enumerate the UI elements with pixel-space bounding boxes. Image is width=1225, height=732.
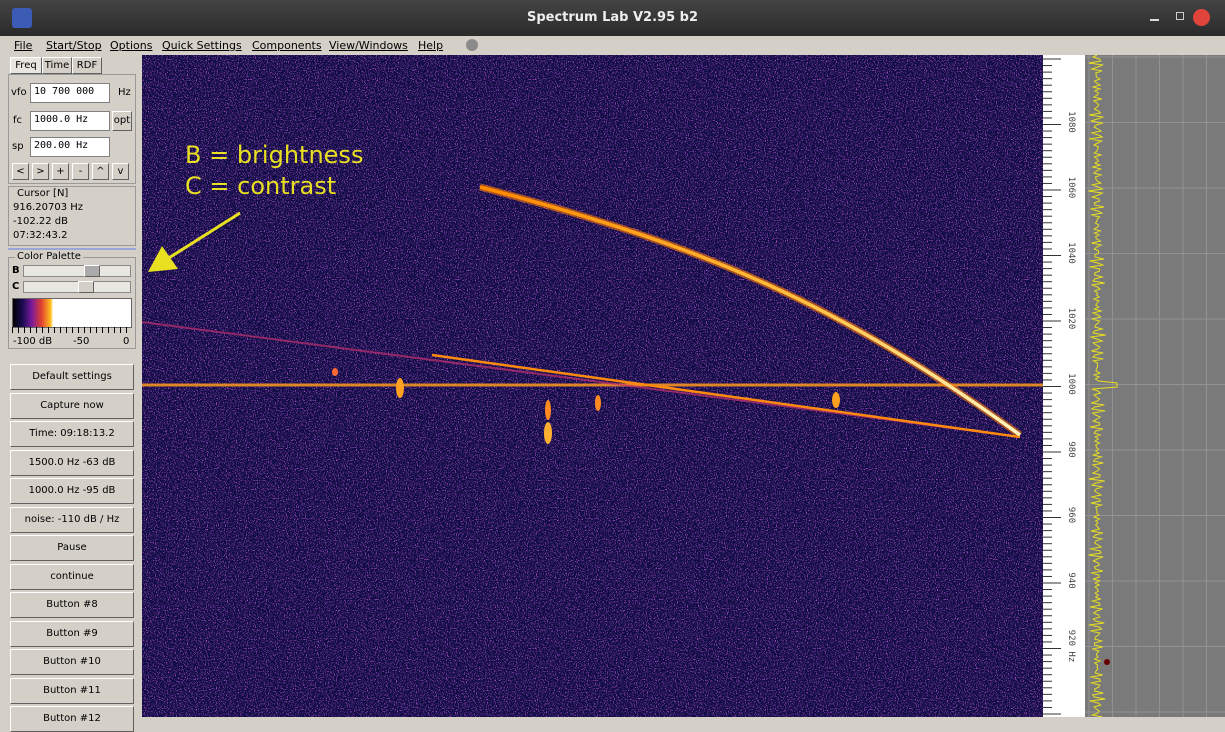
nav-button[interactable]: > [32, 163, 49, 180]
cursor-line: -102.22 dB [13, 216, 68, 227]
scale-label: 1040 [1066, 242, 1076, 264]
tab[interactable]: RDF [72, 57, 102, 74]
waterfall: B = brightness C = contrast [142, 55, 1043, 717]
unit: Hz [118, 87, 131, 98]
palette-scale-label: 0 [123, 336, 129, 347]
palette-title: Color Palette [15, 251, 83, 262]
menu-item[interactable]: Components [252, 39, 322, 52]
menu-item[interactable]: Options [110, 39, 152, 52]
cursor-title: Cursor [N] [17, 188, 68, 199]
nav-button[interactable]: v [112, 163, 129, 180]
button[interactable]: Button #12 [10, 706, 134, 732]
nav-button[interactable]: < [12, 163, 29, 180]
blob [396, 378, 404, 398]
window-title: Spectrum Lab V2.95 b2 [0, 10, 1225, 25]
marker [1104, 659, 1110, 665]
annotation: B = brightness [185, 141, 363, 169]
button[interactable]: Button #10 [10, 649, 134, 675]
slider-track[interactable] [23, 281, 131, 293]
button[interactable]: 1500.0 Hz -63 dB [10, 450, 134, 476]
nav-button[interactable]: ^ [92, 163, 109, 180]
spectrum-view [1085, 55, 1225, 717]
annotation: C = contrast [185, 172, 336, 200]
frequency-scale: 1080 1060 1040 1020 1000 980 960 940 920 Hz [1043, 55, 1085, 717]
menu-item[interactable]: Quick Settings [162, 39, 242, 52]
blob [545, 400, 551, 420]
menu-bar: File Start/Stop Options Quick Settings Compo… [0, 36, 1225, 55]
opt-button[interactable]: opt [112, 111, 132, 131]
button[interactable]: Button #11 [10, 678, 134, 704]
scale-label: 960 [1066, 507, 1076, 523]
minimize[interactable] [1150, 13, 1159, 21]
blob [595, 395, 601, 411]
scale-label: 1000 [1066, 373, 1076, 395]
close[interactable] [1193, 9, 1210, 26]
tab[interactable]: Freq [10, 57, 42, 74]
button[interactable]: 1000.0 Hz -95 dB [10, 478, 134, 504]
page: Spectrum Lab V2.95 b2 File Start/Stop Opti… [0, 0, 1225, 717]
scale-label: 1080 [1066, 111, 1076, 133]
slider-label: C [12, 281, 19, 292]
slider-thumb[interactable] [84, 265, 100, 277]
status-dot [466, 39, 478, 51]
menu-item[interactable]: Help [418, 39, 443, 52]
scale-label: 980 [1066, 441, 1076, 457]
button[interactable]: continue [10, 564, 134, 590]
menu-item[interactable]: View/Windows [329, 39, 408, 52]
scale-label: 1060 [1066, 177, 1076, 199]
tab[interactable]: Time [42, 57, 72, 74]
palette-bar [12, 298, 132, 328]
cursor-line: 07:32:43.2 [13, 230, 67, 241]
menu-item[interactable]: File [14, 39, 32, 52]
nav-button[interactable]: - [72, 163, 89, 180]
cursor-line: 916.20703 Hz [13, 202, 83, 213]
slider-label: B [12, 265, 20, 276]
button[interactable]: Default settings [10, 364, 134, 390]
separator [8, 248, 136, 250]
slider-thumb[interactable] [78, 281, 94, 293]
spectrum-bg [1085, 55, 1225, 717]
field-label: vfo [11, 87, 27, 98]
blob [332, 368, 338, 376]
field-label: sp [12, 141, 24, 152]
maximize[interactable] [1176, 12, 1184, 20]
button[interactable]: Button #9 [10, 621, 134, 647]
button[interactable]: noise: -110 dB / Hz [10, 507, 134, 533]
vfo-input[interactable]: 10 700 000 [30, 83, 110, 103]
button[interactable]: Time: 09:18:13.2 [10, 421, 134, 447]
button[interactable]: Capture now [10, 393, 134, 419]
scale-label: 940 [1066, 572, 1076, 588]
scale-label: 1020 [1066, 308, 1076, 330]
menu-item[interactable]: Start/Stop [46, 39, 102, 52]
slider-track[interactable] [23, 265, 131, 277]
palette-scale-label: -50 [73, 336, 89, 347]
scale-label: 920 Hz [1066, 630, 1076, 663]
blob [832, 392, 840, 408]
field-label: fc [13, 115, 22, 126]
title-bar: Spectrum Lab V2.95 b2 [0, 0, 1225, 36]
button[interactable]: Button #8 [10, 592, 134, 618]
palette-ticks [12, 327, 132, 333]
palette-scale-label: -100 dB [13, 336, 52, 347]
nav-button[interactable]: + [52, 163, 69, 180]
button[interactable]: Pause [10, 535, 134, 561]
blob [544, 422, 552, 444]
sp-input[interactable]: 200.00 Hz [30, 137, 110, 157]
fc-input[interactable]: 1000.0 Hz [30, 111, 110, 131]
